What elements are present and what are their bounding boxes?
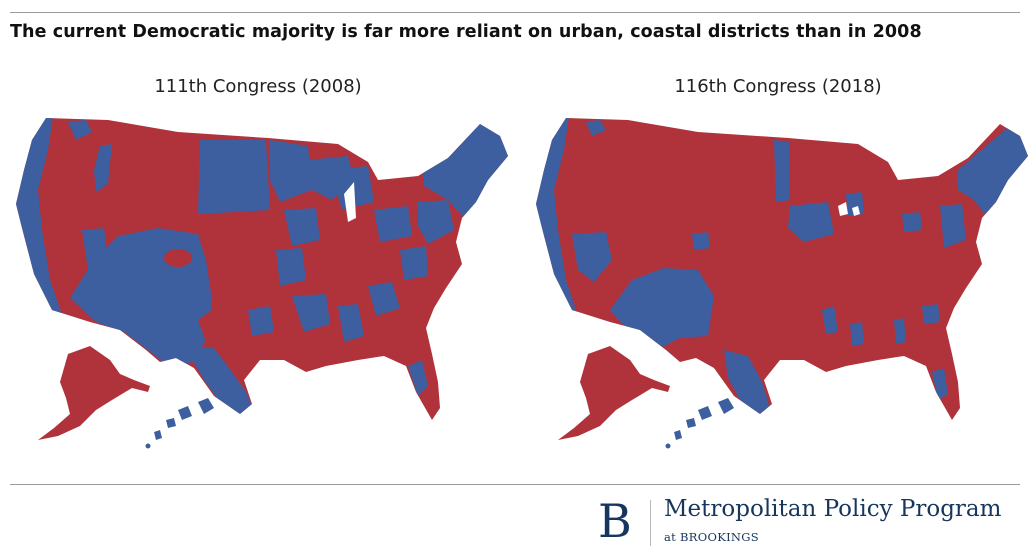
alaska-2008 (38, 346, 150, 440)
map-2018 (536, 118, 1028, 449)
program-name: Metropolitan Policy Program (664, 496, 1002, 522)
brookings-b-mark: B (598, 494, 632, 548)
logo-divider (650, 500, 651, 546)
brookings-logo: B Metropolitan Policy Program at BROOKIN… (598, 494, 1023, 554)
map-title-2008: 111th Congress (2008) (154, 76, 362, 97)
headline: The current Democratic majority is far m… (10, 22, 922, 42)
hawaii-2018 (665, 398, 734, 449)
map-2008 (16, 118, 508, 449)
hawaii-2008 (145, 398, 214, 449)
program-affiliation: at BROOKINGS (664, 530, 759, 544)
bottom-rule (10, 484, 1020, 485)
map-title-2018: 116th Congress (2018) (674, 76, 882, 97)
alaska-2018 (558, 346, 670, 440)
top-rule (10, 12, 1020, 13)
